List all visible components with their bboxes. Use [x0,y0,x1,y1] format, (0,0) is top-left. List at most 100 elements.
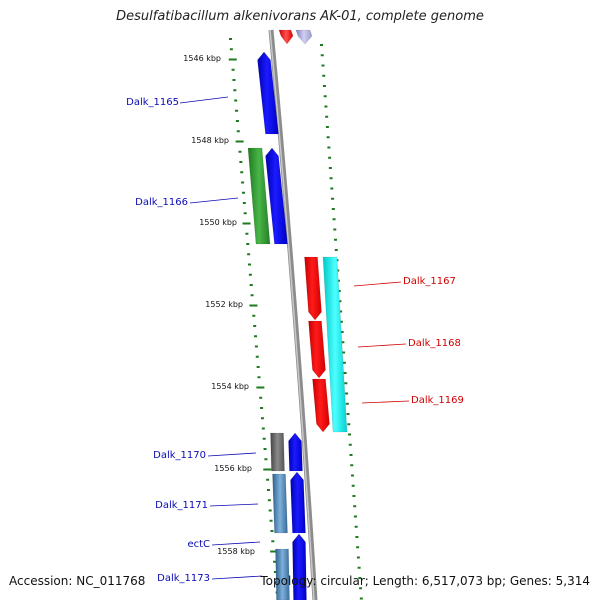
gene-feature-dalk-1167[interactable] [304,256,322,321]
gene-feature-ectc[interactable] [275,548,290,600]
scale-label-1546: 1546 kbp [183,54,221,63]
scale-tick-minor [234,99,238,102]
scale-tick-minor [348,433,352,436]
scale-tick-minor [327,146,331,149]
scale-tick-minor [339,310,343,313]
scale-tick-minor [250,294,254,297]
gene-label-leader [211,575,263,580]
scale-tick-minor [266,489,270,491]
scale-tick-major [263,468,272,471]
gene-feature-dalk-1170[interactable] [270,432,285,472]
scale-tick-minor [255,355,259,358]
scale-tick-minor [238,150,242,153]
gene-label-dalk-1169[interactable]: Dalk_1169 [411,395,464,406]
scale-tick-minor [271,540,275,543]
scale-tick-minor [248,273,252,276]
scale-tick-minor [233,89,237,92]
scale-tick-minor [243,212,247,215]
scale-tick-minor [322,85,326,87]
scale-tick-minor [346,413,350,415]
scale-tick-minor [273,560,277,563]
gene-label-dalk-1173[interactable]: Dalk_1173 [157,573,210,584]
gene-feature-cyan-block[interactable] [322,256,348,433]
gene-feature-partial-red[interactable] [278,29,294,45]
scale-tick-minor [356,546,360,549]
scale-tick-minor [347,423,351,426]
gene-feature-dalk-1171-b[interactable] [290,471,306,534]
scale-tick-minor [348,443,352,446]
scale-tick-minor [334,238,338,241]
scale-tick-minor [252,314,256,317]
scale-label-1554: 1554 kbp [211,382,249,391]
scale-tick-major [256,386,265,389]
gene-feature-dalk-1169[interactable] [312,378,330,433]
scale-tick-minor [236,130,240,133]
gene-features [247,29,348,600]
gene-feature-dalk-1165[interactable] [257,51,279,135]
scale-tick-minor [321,64,325,67]
scale-tick-minor [354,525,358,528]
gene-feature-dalk-1170-b[interactable] [288,432,303,472]
gene-feature-dalk-1166-b[interactable] [265,147,288,245]
scale-tick-minor [273,571,277,573]
gene-feature-partial-pale[interactable] [295,29,313,45]
accession-text: Accession: NC_011768 [9,574,146,588]
scale-tick-minor [359,597,363,600]
gene-feature-dalk-1173[interactable] [292,533,307,600]
scale-tick-minor [323,95,327,98]
scale-tick-minor [329,177,333,180]
scale-tick-minor [229,48,233,51]
scale-tick-minor [330,187,334,190]
scale-tick-minor [355,536,359,538]
scale-tick-minor [253,325,257,327]
scale-tick-minor [235,120,239,122]
gene-feature-dalk-1168[interactable] [308,320,326,379]
scale-tick-minor [324,105,328,108]
scale-tick-minor [239,161,243,163]
scale-tick-minor [269,519,273,522]
scale-tick-minor [325,126,329,128]
gene-label-dalk-1166[interactable]: Dalk_1166 [135,197,188,208]
scale-tick-minor [245,232,249,235]
gene-feature-dalk-1166[interactable] [247,147,271,245]
scale-tick-minor [337,290,341,292]
gene-label-dalk-1171[interactable]: Dalk_1171 [155,500,208,511]
scale-tick-minor [331,197,335,200]
scale-tick-minor [260,407,264,409]
scale-ticks [228,38,363,600]
scale-tick-minor [351,484,355,487]
scale-tick-minor [345,402,349,405]
gene-label-dalk-1165[interactable]: Dalk_1165 [126,97,179,108]
scale-tick-minor [357,566,361,569]
scale-tick-minor [353,505,357,508]
scale-tick-minor [242,202,246,204]
gene-feature-dalk-1171[interactable] [272,473,288,534]
scale-tick-major [242,222,251,225]
scale-tick-minor [320,54,324,57]
scale-tick-minor [231,68,235,71]
scale-tick-minor [264,458,268,461]
gene-label-dalk-1167[interactable]: Dalk_1167 [403,276,456,287]
scale-tick-minor [325,115,329,118]
scale-tick-major [249,304,258,307]
scale-tick-minor [333,228,337,231]
gene-label-leader [189,197,239,204]
scale-tick-minor [341,341,345,344]
scale-tick-minor [247,263,251,266]
scale-tick-minor [344,382,348,385]
gene-label-leader [357,343,407,348]
scale-tick-minor [229,38,232,40]
scale-tick-major [228,58,237,61]
scale-tick-minor [232,79,236,81]
gene-label-leader [211,541,261,546]
scale-tick-minor [262,437,266,440]
scale-tick-minor [332,218,336,221]
scale-label-1550: 1550 kbp [199,218,237,227]
scale-tick-minor [257,376,261,379]
scale-tick-minor [240,171,244,174]
gene-label-dalk-1170[interactable]: Dalk_1170 [153,450,206,461]
gene-label-ectc[interactable]: ectC [187,539,210,550]
gene-label-dalk-1168[interactable]: Dalk_1168 [408,338,461,349]
